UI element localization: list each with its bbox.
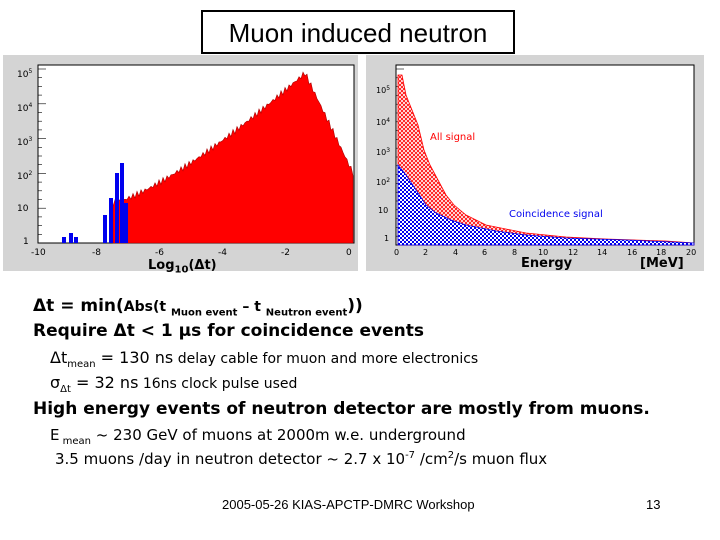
legend-coincidence-signal: Coincidence signal	[509, 209, 603, 220]
right-plot-panel: 105 104 103 102 10 1 0 2 4 6 8 10 12 14 …	[366, 55, 704, 271]
left-ytick: 103	[17, 136, 32, 148]
right-xtick: 2	[423, 248, 428, 257]
title-box: Muon induced neutron	[201, 10, 515, 54]
right-xtick: 12	[568, 248, 578, 257]
left-ytick: 102	[17, 170, 32, 182]
e-mean-line: E mean ~ 230 GeV of muons at 2000m w.e. …	[50, 426, 466, 447]
right-xlabel: Energy	[521, 256, 573, 271]
right-xunit: [MeV]	[640, 256, 684, 271]
right-xtick: 20	[686, 248, 696, 257]
right-xtick: 0	[394, 248, 399, 257]
right-ytick: 10	[378, 206, 388, 215]
right-xtick: 6	[482, 248, 487, 257]
page-number: 13	[646, 497, 661, 512]
right-ytick: 102	[376, 177, 390, 187]
sigma-line: σΔt = 32 ns 16ns clock pulse used	[50, 373, 298, 396]
left-xtick: -6	[155, 248, 164, 258]
footer-workshop: 2005-05-26 KIAS-APCTP-DMRC Workshop	[222, 497, 475, 512]
muon-flux-line: 3.5 muons /day in neutron detector ~ 2.7…	[55, 450, 548, 468]
right-xtick: 8	[512, 248, 517, 257]
dt-definition: Δt = min(Abs(t Muon event – t Neutron ev…	[33, 296, 363, 319]
left-ytick: 1	[23, 237, 29, 247]
legend-all-signal: All signal	[430, 132, 475, 143]
right-ytick: 103	[376, 147, 390, 157]
right-xtick: 14	[597, 248, 607, 257]
high-energy-line: High energy events of neutron detector a…	[33, 399, 650, 419]
right-xtick: 16	[627, 248, 637, 257]
right-xtick: 18	[656, 248, 666, 257]
right-ytick: 104	[376, 117, 390, 127]
left-ytick: 105	[17, 68, 32, 80]
left-xtick: -4	[218, 248, 227, 258]
left-histogram: 105 104 103 102 10 1 -10 -8 -6 -4 -2 0	[17, 64, 355, 258]
right-histogram: 105 104 103 102 10 1 0 2 4 6 8 10 12 14 …	[376, 64, 696, 257]
dt-mean-line: Δtmean = 130 ns delay cable for muon and…	[50, 348, 479, 371]
right-xtick: 4	[453, 248, 458, 257]
requirement-line: Require Δt < 1 μs for coincidence events	[33, 321, 424, 341]
left-ytick: 104	[17, 102, 32, 114]
left-xtick: 0	[346, 248, 352, 258]
left-xlabel: Log10(Δt)	[148, 258, 217, 276]
left-ytick: 10	[17, 204, 29, 214]
left-xtick: -2	[281, 248, 290, 258]
left-xtick: -10	[31, 248, 46, 258]
right-xtick: 10	[538, 248, 548, 257]
left-xtick: -8	[92, 248, 101, 258]
left-plot-panel: 105 104 103 102 10 1 -10 -8 -6 -4 -2 0	[3, 55, 358, 271]
slide-title: Muon induced neutron	[228, 18, 488, 48]
right-ytick: 105	[376, 85, 390, 95]
right-ytick: 1	[384, 234, 389, 243]
